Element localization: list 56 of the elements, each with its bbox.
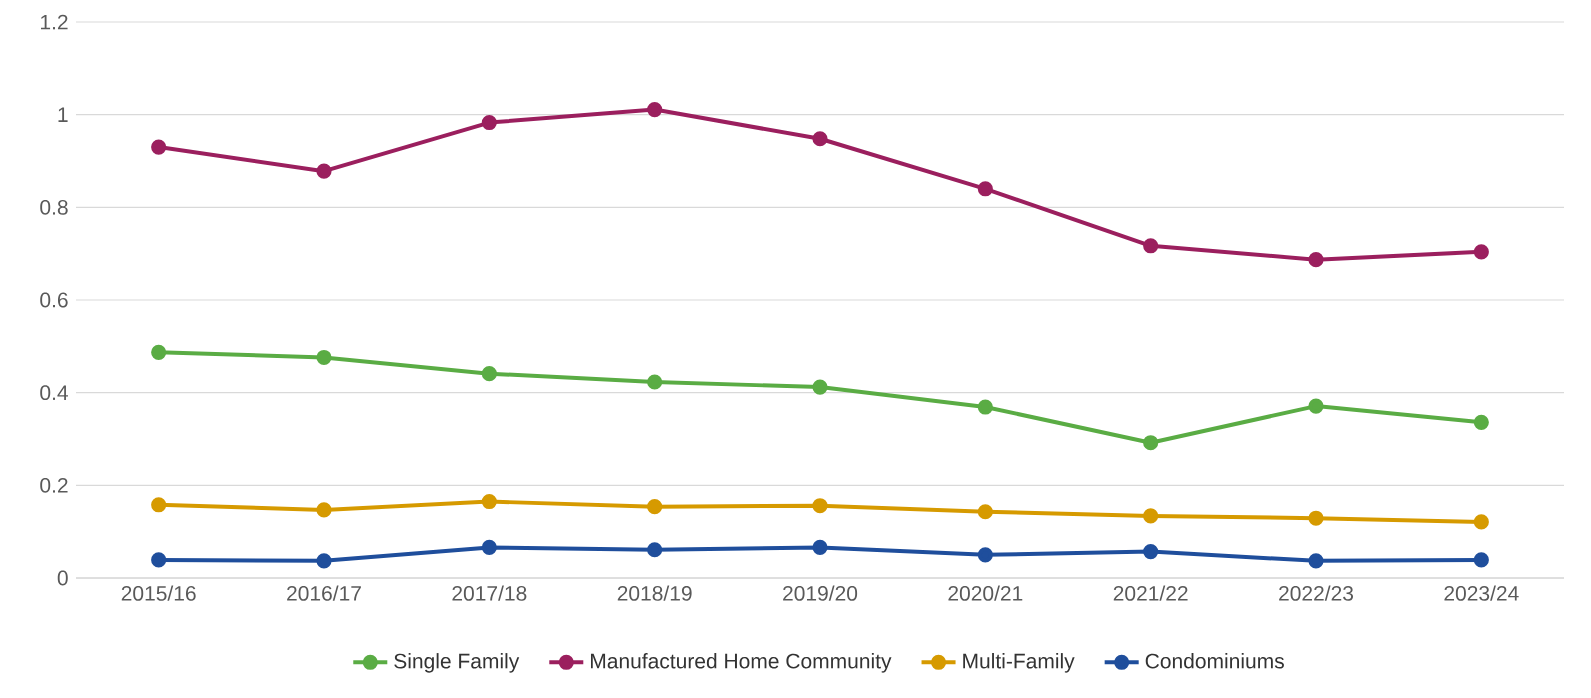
point (977, 547, 993, 563)
legend-label: Multi-Family (963, 653, 1075, 673)
point (647, 374, 663, 390)
x-tick-label: 2022/23 (1279, 585, 1354, 601)
point (1308, 252, 1324, 268)
point (977, 399, 993, 415)
point (316, 163, 332, 179)
point (1473, 414, 1489, 430)
point (316, 349, 332, 366)
point (481, 493, 497, 510)
y-tick-label: 0.8 (40, 199, 68, 215)
point (1473, 552, 1489, 568)
y-tick-label: 1.2 (41, 14, 68, 30)
point (316, 502, 332, 518)
x-tick-label: 2019/20 (783, 585, 858, 601)
y-tick-label: 0.6 (40, 292, 68, 308)
legend-label: Single Family (394, 653, 520, 673)
point (151, 139, 167, 155)
point (1143, 544, 1159, 560)
point (151, 497, 167, 513)
point (1143, 238, 1159, 254)
point (647, 499, 663, 515)
x-tick-label: 2018/19 (617, 585, 692, 601)
point (977, 181, 993, 197)
x-tick-label: 2021/22 (1113, 585, 1188, 601)
y-tick-label: 1 (58, 107, 68, 122)
point (812, 498, 828, 514)
point (316, 553, 332, 569)
point (151, 552, 167, 568)
point (1308, 553, 1324, 569)
point (481, 366, 497, 382)
point (1473, 244, 1489, 260)
point (1308, 510, 1324, 526)
point (977, 504, 993, 520)
x-tick-label: 2015/16 (121, 585, 196, 601)
x-tick-label: 2017/18 (452, 585, 527, 601)
y-tick-label: 0 (57, 570, 68, 586)
y-tick-label: 0.2 (40, 477, 68, 493)
point (1308, 398, 1324, 414)
point (647, 542, 663, 558)
point (481, 539, 497, 555)
legend-label: Condominiums (1145, 653, 1284, 669)
point (812, 539, 828, 555)
point (151, 344, 167, 360)
point (1473, 514, 1489, 530)
legend-label: Manufactured Home Community (590, 653, 892, 673)
point (1143, 508, 1159, 524)
x-tick-label: 2023/24 (1444, 585, 1519, 601)
point (481, 114, 497, 131)
y-tick-label: 0.4 (40, 385, 68, 401)
x-tick-label: 2016/17 (287, 585, 361, 601)
x-tick-label: 2020/21 (948, 585, 1023, 601)
point (812, 131, 828, 147)
point (1143, 435, 1159, 451)
point (812, 379, 828, 395)
point (647, 101, 663, 118)
